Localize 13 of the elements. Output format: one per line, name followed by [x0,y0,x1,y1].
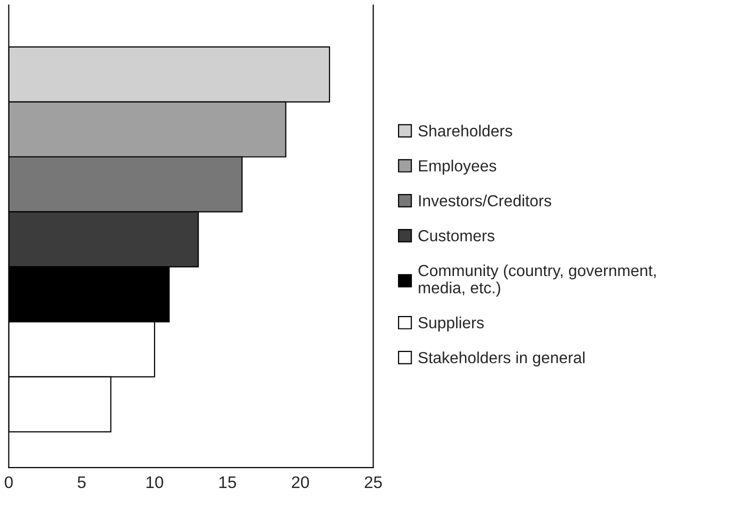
x-tick-label: 25 [364,476,382,488]
legend-label: Investors/Creditors [419,194,552,206]
legend-label: Community (country, government, media, etc.) [418,264,656,297]
legend-label: Stakeholders in general [418,352,584,366]
legend-label: Customers [418,230,494,242]
x-tick-label: 0 [4,476,13,488]
x-tick-label: 15 [219,476,236,488]
legend-label: Employees [419,160,496,175]
x-tick-label: 10 [146,476,164,488]
x-tick-label: 20 [292,476,309,488]
legend-label: Suppliers [418,316,484,332]
x-tick-label: 5 [78,476,86,488]
legend-label: Shareholders [418,124,512,137]
